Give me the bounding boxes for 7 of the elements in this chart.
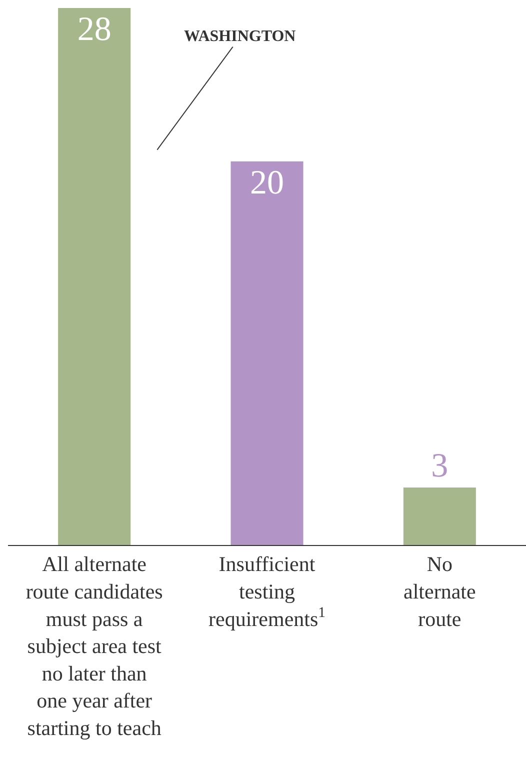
x-tick-label: Insufficient testing requirements$^{1}$ xyxy=(208,552,326,631)
data-label: 20 xyxy=(250,164,284,202)
data-label: 28 xyxy=(77,11,112,48)
x-tick-label: No alternate route xyxy=(404,552,476,631)
data-label: 3 xyxy=(431,447,448,484)
annotation: WASHINGTON xyxy=(184,28,296,45)
x-tick-label: All alternate route candidates must pass a subject area test no later than one year after starting to teach xyxy=(26,552,163,740)
